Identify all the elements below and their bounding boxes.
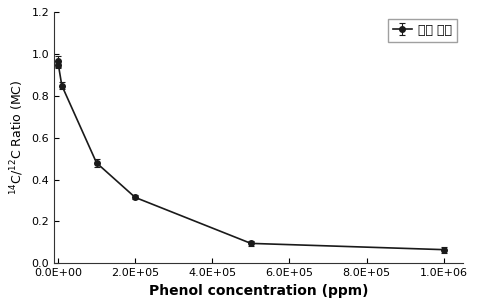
Legend: 측정 결과: 측정 결과 [388, 19, 457, 42]
Y-axis label: $^{14}$C/$^{12}$C Ratio (MC): $^{14}$C/$^{12}$C Ratio (MC) [8, 80, 26, 196]
X-axis label: Phenol concentration (ppm): Phenol concentration (ppm) [149, 284, 369, 298]
